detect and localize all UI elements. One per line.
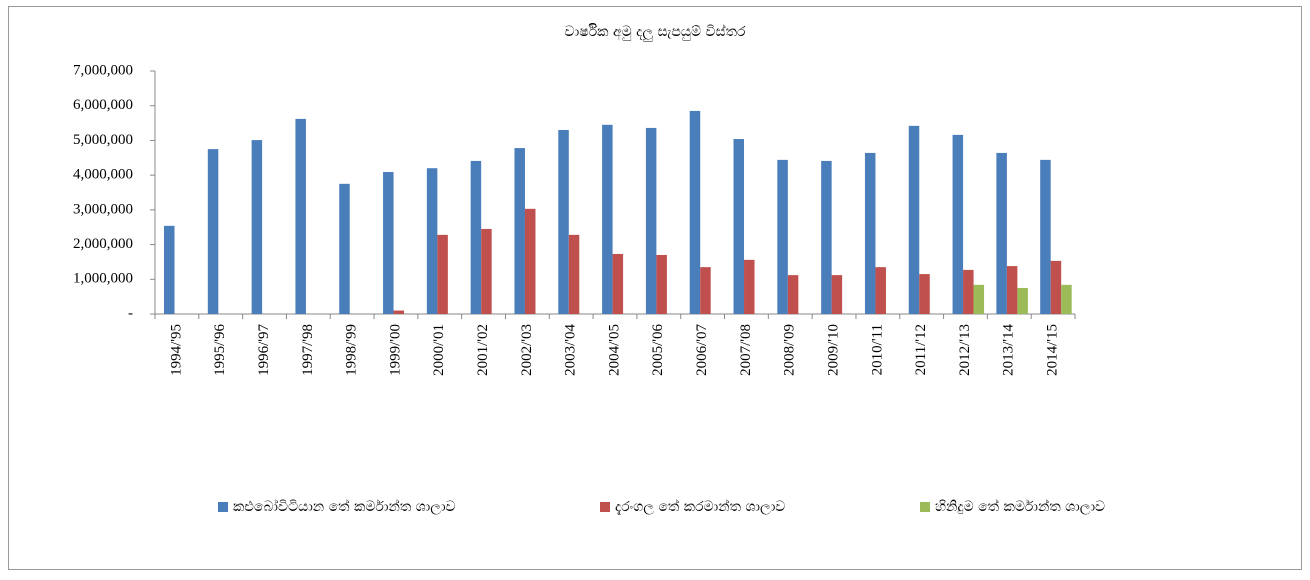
bar (393, 310, 405, 314)
bar (744, 259, 755, 314)
bar (1061, 284, 1072, 314)
x-tick-label: 2009/'10 (825, 324, 841, 376)
x-tick-label: 2007/'08 (738, 324, 754, 376)
bar (1017, 287, 1028, 314)
bar (602, 124, 613, 314)
bar (875, 267, 886, 314)
x-tick-label: 2001/'02 (475, 324, 491, 376)
y-tick-label: 4,000,000 (73, 167, 133, 183)
x-tick-label: 2006/'07 (694, 324, 710, 376)
bar (1006, 266, 1018, 314)
bar (733, 139, 745, 314)
bar (963, 269, 974, 314)
x-tick-label: 1997/'98 (300, 324, 316, 376)
bar (612, 253, 624, 314)
bar (787, 275, 799, 314)
bar (207, 149, 219, 314)
bar (656, 254, 667, 314)
y-tick-label: - (128, 305, 133, 321)
bar (383, 172, 394, 314)
x-tick-label: 1999/'00 (387, 324, 403, 376)
bar (251, 140, 263, 314)
y-tick-label: 6,000,000 (73, 97, 133, 113)
y-tick-label: 5,000,000 (73, 132, 133, 148)
x-tick-label: 2014/'15 (1045, 324, 1061, 376)
bar (524, 208, 536, 314)
x-tick-label: 2004/'05 (606, 324, 622, 376)
bar (973, 284, 985, 314)
bar (470, 160, 482, 314)
chart-border (8, 6, 1302, 570)
y-tick-label: 3,000,000 (73, 201, 133, 217)
bar (831, 275, 843, 314)
x-tick-label: 2002/'03 (519, 324, 535, 376)
legend-label: දැරංගල තේ කරමාන්ත ශාලාව (615, 499, 785, 515)
bar (919, 274, 930, 314)
bar (514, 148, 525, 314)
y-tick-label: 2,000,000 (73, 236, 133, 252)
x-tick-label: 1996/'97 (256, 324, 272, 376)
x-tick-label: 2013/'14 (1001, 324, 1017, 376)
legend-swatch (920, 502, 930, 512)
x-tick-label: 2005/'06 (650, 324, 666, 376)
bar (996, 152, 1007, 314)
bar (864, 152, 876, 314)
bar (689, 110, 701, 315)
x-tick-label: 1994/'95 (168, 324, 184, 376)
legend-label: කළුබෝවිටියාන තේ කර්මාන්ත ශාලාව (233, 499, 456, 515)
x-tick-label: 2008/'09 (782, 324, 798, 376)
x-tick-label: 1998/'99 (344, 324, 360, 376)
bar (426, 168, 438, 314)
x-tick-label: 2010/'11 (869, 324, 885, 375)
bar (437, 234, 448, 314)
x-tick-label: 2011/'12 (913, 324, 929, 375)
bar (568, 234, 580, 314)
bar (700, 267, 711, 314)
x-tick-label: 2000/'01 (431, 324, 447, 376)
y-tick-label: 7,000,000 (73, 62, 133, 78)
bar (481, 228, 492, 314)
bar (908, 125, 920, 314)
bar (295, 118, 306, 314)
bar (777, 159, 788, 314)
bar (339, 183, 350, 314)
x-tick-label: 2012/'13 (957, 324, 973, 376)
bar (558, 130, 569, 314)
bar (1050, 260, 1062, 314)
y-tick-label: 1,000,000 (73, 271, 133, 287)
bar (821, 160, 832, 314)
bar (164, 225, 175, 314)
legend-swatch (218, 502, 228, 512)
bar (645, 127, 657, 314)
legend-swatch (600, 502, 610, 512)
x-tick-label: 2003/'04 (563, 324, 579, 376)
x-tick-label: 1995/'96 (212, 324, 228, 376)
bar (952, 134, 964, 314)
chart-title: වාර්ෂික අමු දලු සැපයුම් විස්තර (565, 24, 746, 42)
bar (1040, 159, 1051, 314)
legend-label: හිනිදුම තේ කර්මාන්ත ශාලාව (935, 499, 1105, 515)
